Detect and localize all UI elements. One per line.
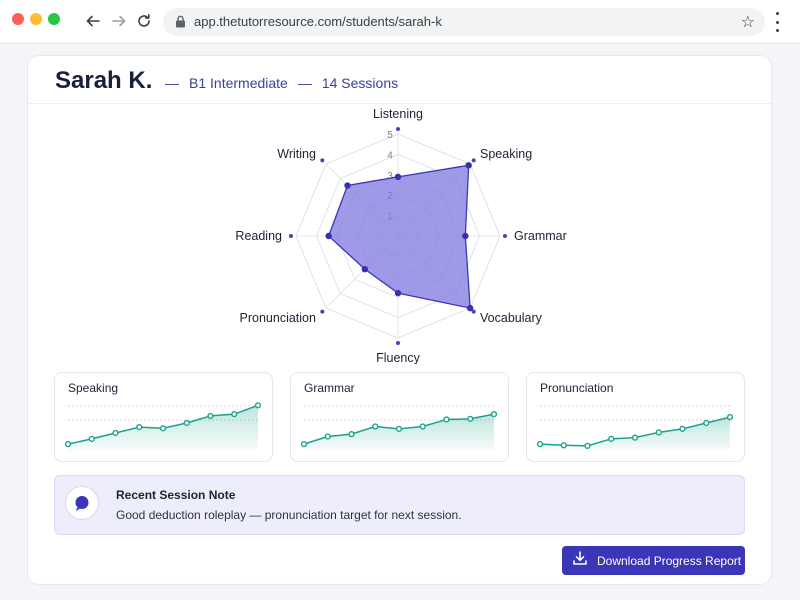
trend-card-title: Speaking [68, 381, 119, 395]
note-title: Recent Session Note [116, 488, 236, 502]
card-header: Sarah K. — B1 Intermediate — 14 Sessions [28, 56, 771, 104]
trend-sparkline [64, 402, 262, 450]
radar-axis-label-grammar: Grammar [514, 229, 567, 243]
radar-axis-dot [396, 341, 400, 345]
browser-toolbar: app.thetutorresource.com/students/sarah-… [0, 0, 800, 44]
radar-axis-label-writing: Writing [277, 147, 316, 161]
trend-area [540, 417, 730, 450]
trend-point [467, 415, 474, 422]
trend-point [655, 429, 662, 436]
radar-point-fluency [394, 289, 402, 297]
radar-tick-label: 3 [387, 171, 393, 182]
meta-separator: — [165, 75, 179, 91]
minimize-window-button[interactable] [30, 13, 42, 25]
maximize-window-button[interactable] [48, 13, 60, 25]
download-progress-report-button[interactable]: Download Progress Report [562, 546, 745, 575]
student-meta: — B1 Intermediate — 14 Sessions [165, 75, 398, 91]
trend-card-title: Pronunciation [540, 381, 614, 395]
radar-point-grammar [462, 232, 469, 240]
forward-arrow-icon[interactable] [108, 10, 130, 32]
download-button-label: Download Progress Report [597, 553, 742, 568]
trend-point [64, 441, 72, 448]
student-progress-card: Sarah K. — B1 Intermediate — 14 Sessions… [27, 55, 772, 585]
trend-point [608, 435, 615, 442]
trend-card-pronunciation: Pronunciation [526, 372, 745, 462]
radar-tick-label: 5 [387, 130, 393, 141]
back-arrow-icon[interactable] [82, 10, 104, 32]
trend-card-title: Grammar [304, 381, 355, 395]
meta-separator: — [297, 75, 312, 91]
trend-point [726, 413, 734, 421]
trend-sparkline [300, 405, 498, 450]
trend-point [88, 435, 95, 442]
trend-point [300, 441, 308, 448]
radar-point-speaking [465, 162, 472, 169]
radar-axis-label-pronunciation: Pronunciation [240, 311, 316, 325]
recent-session-note: Recent Session Note Good deduction rolep… [54, 475, 745, 535]
trend-sparkline [536, 405, 734, 450]
radar-axis-label-speaking: Speaking [480, 147, 532, 161]
lock-icon [175, 15, 186, 33]
download-icon [572, 550, 588, 571]
radar-axis-label-listening: Listening [373, 107, 423, 121]
browser-menu-icon[interactable] [770, 12, 784, 32]
trend-point [443, 416, 450, 423]
session-count: 14 Sessions [321, 75, 399, 91]
radar-axis-dot [396, 127, 400, 131]
student-name: Sarah K. [55, 67, 153, 94]
trend-point [490, 411, 498, 418]
trend-point [136, 423, 143, 431]
radar-axis-dot [471, 158, 476, 163]
trend-point [254, 402, 262, 409]
trend-point [584, 442, 591, 449]
radar-point-reading [325, 232, 332, 240]
trend-point [324, 433, 331, 440]
trend-point [536, 441, 544, 448]
url-text[interactable]: app.thetutorresource.com/students/sarah-… [194, 14, 442, 29]
trend-point [159, 425, 167, 432]
radar-point-listening [394, 173, 402, 181]
radar-axis-label-fluency: Fluency [376, 351, 421, 364]
trend-point [183, 419, 190, 427]
trend-card-grammar: Grammar [290, 372, 509, 462]
trend-point [112, 429, 119, 437]
trend-point [631, 434, 639, 441]
radar-axis-label-vocabulary: Vocabulary [480, 311, 543, 325]
skills-radar-chart: 12345ListeningSpeakingGrammarVocabularyF… [235, 107, 567, 364]
bookmark-star-icon[interactable]: ☆ [740, 14, 755, 31]
student-level: B1 Intermediate [189, 75, 288, 91]
trend-point [679, 425, 686, 432]
radar-point-pronunciation [361, 265, 369, 273]
radar-point-writing [344, 182, 351, 189]
radar-axis-dot [320, 158, 325, 163]
radar-point-vocabulary [466, 304, 474, 312]
radar-axis-dot [471, 309, 476, 314]
address-bar[interactable]: app.thetutorresource.com/students/sarah-… [163, 8, 765, 36]
radar-axis-dot [320, 309, 325, 314]
radar-tick-label: 4 [387, 150, 393, 161]
trend-point [231, 411, 238, 418]
trend-point [207, 412, 214, 420]
trend-card-speaking: Speaking [54, 372, 273, 462]
close-window-button[interactable] [12, 13, 24, 25]
trend-area [304, 414, 494, 450]
trend-point [348, 431, 355, 438]
radar-axis-dot [289, 234, 293, 238]
reload-icon[interactable] [133, 10, 155, 32]
radar-axis-label-reading: Reading [235, 229, 282, 243]
trend-point [703, 419, 710, 427]
trend-point [419, 423, 426, 430]
trend-point [372, 423, 379, 430]
trend-point [395, 425, 403, 432]
radar-axis-dot [503, 234, 507, 238]
note-body: Good deduction roleplay — pronunciation … [116, 508, 462, 522]
trend-point [560, 442, 567, 449]
chat-bubble-icon [65, 486, 99, 520]
